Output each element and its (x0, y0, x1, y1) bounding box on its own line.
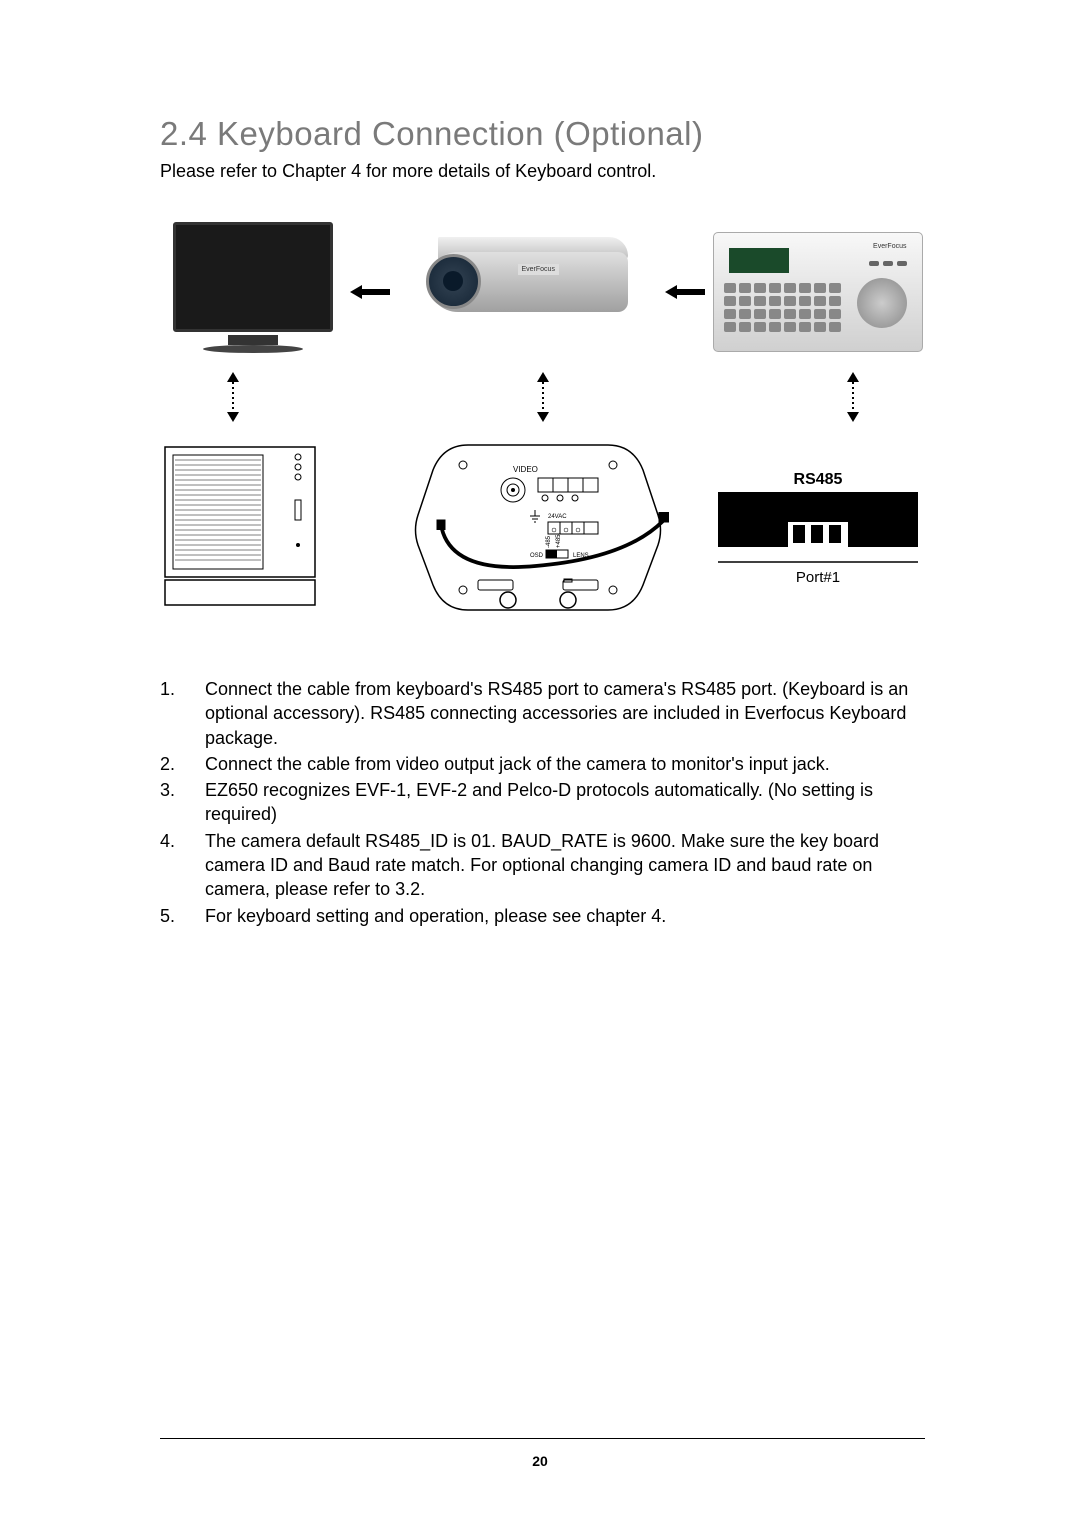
osd-label: OSD (530, 553, 544, 559)
diagram-arrow-row (163, 362, 923, 437)
ac-label: 24VAC (548, 514, 567, 520)
arrow-left-icon (665, 282, 705, 302)
keyboard-back-lineart: RS485 Port#1 (713, 462, 923, 592)
camera-brand-label: EverFocus (518, 264, 559, 275)
double-arrow-vertical-icon (223, 372, 243, 422)
diagram-bottom-row: VIDEO 24VAC (163, 437, 923, 617)
rs485-label: RS485 (793, 471, 842, 488)
svg-text:+485: +485 (556, 533, 562, 547)
connection-diagram: EverFocus EverFocus (163, 222, 923, 617)
keyboard-controller-photo: EverFocus (713, 232, 923, 352)
list-item: EZ650 recognizes EVF-1, EVF-2 and Pelco-… (160, 778, 925, 827)
double-arrow-vertical-icon (843, 372, 863, 422)
page-number: 20 (0, 1453, 1080, 1469)
list-item: Connect the cable from keyboard's RS485 … (160, 677, 925, 750)
port-label: Port#1 (795, 569, 839, 586)
monitor-lineart (163, 445, 363, 610)
section-heading: 2.4 Keyboard Connection (Optional) (160, 115, 925, 153)
svg-text:-485: -485 (546, 535, 552, 548)
list-item: Connect the cable from video output jack… (160, 752, 925, 776)
camera-photo: EverFocus (398, 232, 658, 352)
list-item: The camera default RS485_ID is 01. BAUD_… (160, 829, 925, 902)
video-label: VIDEO (513, 465, 538, 474)
camera-backplate-lineart: VIDEO 24VAC (408, 440, 668, 615)
lens-label: LENS (573, 553, 589, 559)
section-subtitle: Please refer to Chapter 4 for more detai… (160, 161, 925, 182)
footer-divider (160, 1438, 925, 1439)
instruction-list: Connect the cable from keyboard's RS485 … (160, 677, 925, 928)
keyboard-brand-label: EverFocus (873, 243, 906, 250)
diagram-top-row: EverFocus EverFocus (163, 222, 923, 362)
arrow-left-icon (350, 282, 390, 302)
double-arrow-vertical-icon (533, 372, 553, 422)
list-item: For keyboard setting and operation, plea… (160, 904, 925, 928)
document-page: 2.4 Keyboard Connection (Optional) Pleas… (0, 0, 1080, 1527)
monitor-photo (163, 222, 343, 362)
